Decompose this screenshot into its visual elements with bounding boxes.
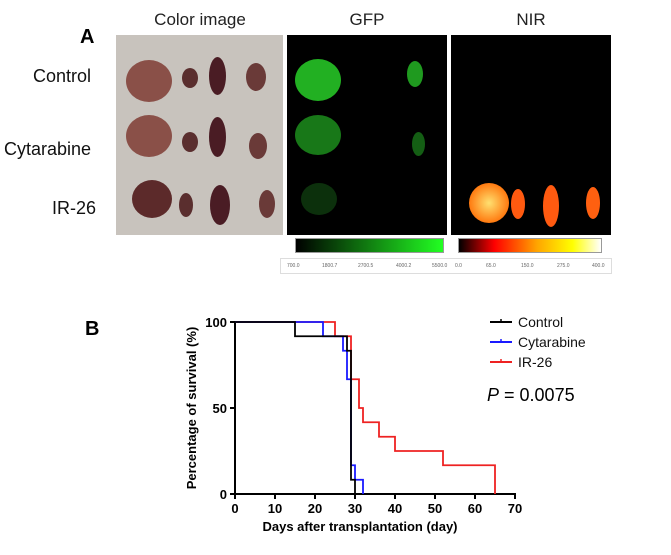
nir-tick: 0.0 [455,263,462,269]
x-tick-label: 10 [268,501,282,516]
nir-colorbar [458,238,602,253]
legend-label: Cytarabine [518,334,586,350]
nir-tick: 65.0 [486,263,496,269]
gfp-tick: 2700.5 [358,263,374,269]
p-symbol: P [487,385,499,405]
x-tick-label: 50 [428,501,442,516]
x-tick-label: 60 [468,501,482,516]
color-image-photo [116,35,283,235]
x-axis-label: Days after transplantation (day) [262,519,457,534]
row-label-cytarabine: Cytarabine [4,139,92,159]
colorbar-frame [280,258,612,274]
panel-a-letter: A [80,26,95,48]
gfp-tick: 700.0 [287,263,300,269]
legend-label: Control [518,314,563,330]
nir-image [451,35,611,235]
y-tick-label: 0 [220,487,227,502]
nir-tick: 400.0 [592,263,605,269]
gfp-image [287,35,447,235]
row-label-control: Control [33,66,92,86]
series-line-cytarabine [235,321,364,494]
x-tick-label: 30 [348,501,362,516]
x-tick-label: 40 [388,501,402,516]
gfp-colorbar [295,238,444,253]
row-label-ir26: IR-26 [52,198,97,218]
x-tick-label: 70 [508,501,522,516]
x-tick-label: 20 [308,501,322,516]
y-axis-label: Percentage of survival (%) [184,327,199,490]
gfp-tick: 5500.0 [432,263,448,269]
column-title-color: Color image [154,10,246,29]
column-title-nir: NIR [516,10,546,29]
panel-b-letter: B [85,318,100,340]
gfp-tick: 4000.2 [396,263,412,269]
series-line-control [235,321,356,494]
y-tick-label: 50 [213,401,227,416]
legend-label: IR-26 [518,354,552,370]
gfp-tick: 1800.7 [322,263,338,269]
nir-tick: 150.0 [521,263,534,269]
series-line-ir-26 [235,321,496,494]
x-tick-label: 0 [231,501,238,516]
column-title-gfp: GFP [349,10,385,29]
p-value: = 0.0075 [499,385,575,405]
nir-tick: 275.0 [557,263,570,269]
p-value-annotation: P = 0.0075 [487,385,575,405]
y-tick-label: 100 [205,315,227,330]
